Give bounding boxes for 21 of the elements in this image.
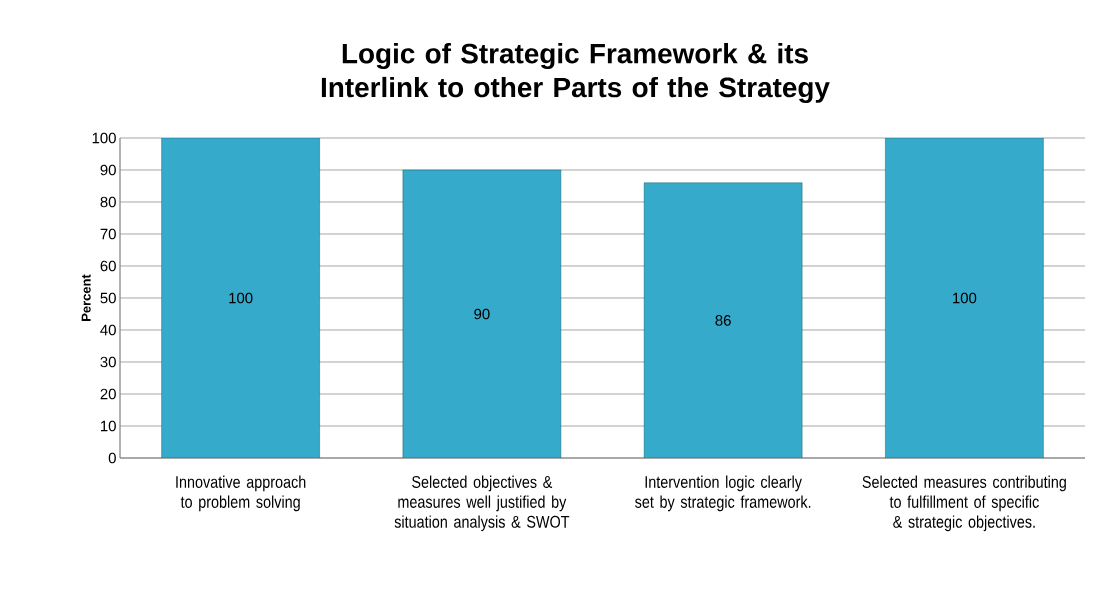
chart-title: Logic of Strategic Framework & its Interlink to other Parts of the Strategy <box>321 43 830 103</box>
data-label: 100 <box>953 292 977 304</box>
y-tick-label: 30 <box>100 356 116 368</box>
x-tick-label: Selected objectives & measures well justified by situation analysis & SWOT <box>394 475 570 532</box>
y-tick-label: 90 <box>100 164 116 176</box>
data-label: 86 <box>715 315 731 326</box>
y-tick-label: 70 <box>100 228 116 240</box>
y-tick-label: 100 <box>92 132 116 144</box>
x-tick-label: Selected measures contributing to fulfillment of specific & strategic objectives. <box>862 475 1066 532</box>
y-tick-label: 20 <box>100 388 116 400</box>
data-label: 100 <box>229 292 253 304</box>
y-tick-label: 60 <box>100 260 116 272</box>
x-tick-label: Innovative approach to problem solving <box>176 475 306 512</box>
y-axis-title: Percent <box>81 274 91 321</box>
y-tick-label: 10 <box>101 420 116 432</box>
y-tick-label: 0 <box>108 452 116 464</box>
x-tick-label: Intervention logic clearly set by strategic framework. <box>635 475 811 512</box>
y-tick-label: 40 <box>100 324 116 336</box>
y-tick-label: 80 <box>100 196 116 208</box>
data-label: 90 <box>474 308 490 320</box>
y-tick-label: 50 <box>100 292 116 304</box>
